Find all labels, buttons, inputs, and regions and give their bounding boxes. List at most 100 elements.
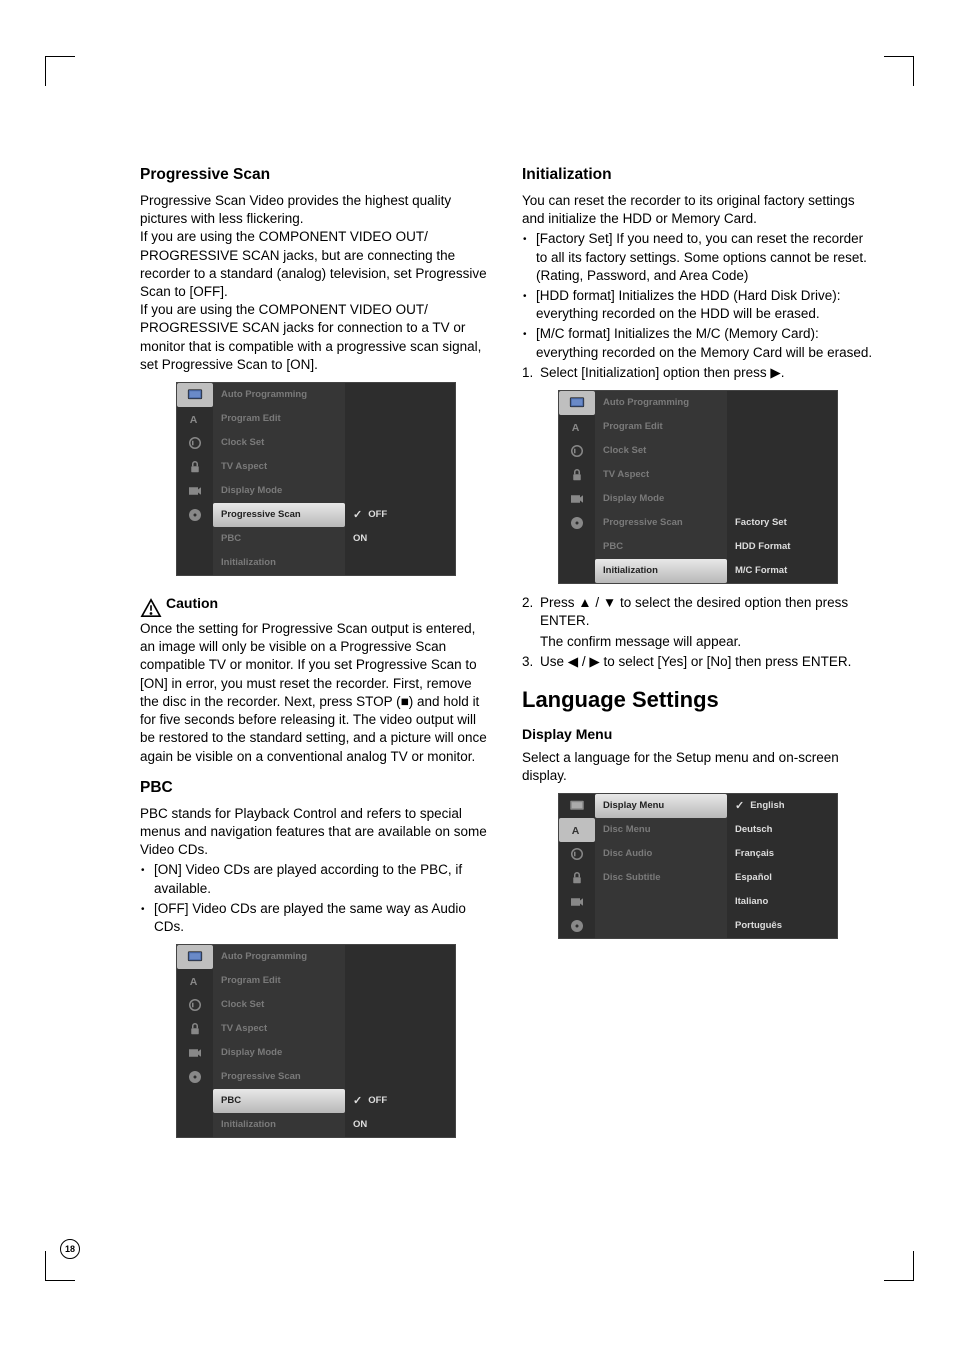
- osd-item: Disc Subtitle: [595, 866, 727, 890]
- osd-item-active: PBC: [213, 1089, 345, 1113]
- osd-item: Program Edit: [213, 969, 345, 993]
- osd-nav-icons: A: [559, 794, 595, 938]
- list-item: 1.Select [Initialization] option then pr…: [522, 364, 874, 382]
- osd-menu-list: Auto Programming Program Edit Clock Set …: [213, 383, 345, 575]
- step-text: Press ▲ / ▼ to select the desired option…: [540, 595, 848, 628]
- svg-text:A: A: [572, 825, 580, 837]
- osd-value: Français: [727, 842, 837, 866]
- audio-icon: [559, 439, 595, 463]
- paragraph: Select a language for the Setup menu and…: [522, 749, 874, 785]
- osd-initialization: A Auto Programming Program Edit Clock Se…: [558, 390, 838, 584]
- osd-item: Display Mode: [213, 479, 345, 503]
- tv-icon: [177, 945, 213, 969]
- paragraph: If you are using the COMPONENT VIDEO OUT…: [140, 228, 492, 301]
- caution-heading: Caution: [140, 590, 492, 618]
- numbered-list: 1.Select [Initialization] option then pr…: [522, 364, 874, 382]
- osd-item: Clock Set: [213, 431, 345, 455]
- language-icon: A: [559, 415, 595, 439]
- lock-icon: [177, 455, 213, 479]
- language-icon: A: [559, 818, 595, 842]
- osd-item: Initialization: [213, 1113, 345, 1137]
- osd-item: Disc Menu: [595, 818, 727, 842]
- warning-icon: [140, 598, 162, 618]
- heading-display-menu: Display Menu: [522, 725, 874, 744]
- osd-value: ✓OFF: [345, 1089, 455, 1113]
- tv-icon: [559, 391, 595, 415]
- osd-value: Italiano: [727, 890, 837, 914]
- paragraph: Once the setting for Progressive Scan ou…: [140, 620, 492, 766]
- osd-value-list: ✓ OFF ON: [345, 383, 455, 575]
- bullet-list: [Factory Set] If you need to, you can re…: [522, 230, 874, 362]
- osd-value: ON: [345, 527, 455, 551]
- osd-value: Português: [727, 914, 837, 938]
- osd-item: Display Mode: [213, 1041, 345, 1065]
- record-icon: [559, 890, 595, 914]
- osd-item: TV Aspect: [213, 1017, 345, 1041]
- numbered-list: 2.Press ▲ / ▼ to select the desired opti…: [522, 594, 874, 630]
- record-icon: [559, 487, 595, 511]
- tv-icon: [177, 383, 213, 407]
- right-column: Initialization You can reset the recorde…: [522, 165, 874, 1138]
- paragraph: The confirm message will appear.: [522, 633, 874, 651]
- osd-menu-list: Auto Programming Program Edit Clock Set …: [595, 391, 727, 583]
- numbered-list: 3.Use ◀ / ▶ to select [Yes] or [No] then…: [522, 653, 874, 671]
- step-text: Select [Initialization] option then pres…: [540, 365, 785, 380]
- osd-value: HDD Format: [727, 535, 837, 559]
- crop-mark: [884, 1251, 914, 1281]
- record-icon: [177, 1041, 213, 1065]
- check-icon: ✓: [353, 510, 362, 521]
- audio-icon: [177, 431, 213, 455]
- lock-icon: [559, 463, 595, 487]
- disc-icon: [559, 914, 595, 938]
- tv-icon: [559, 794, 595, 818]
- caution-label: Caution: [166, 594, 218, 613]
- list-item: [Factory Set] If you need to, you can re…: [522, 230, 874, 285]
- svg-text:A: A: [572, 422, 580, 434]
- list-item: [HDD format] Initializes the HDD (Hard D…: [522, 287, 874, 323]
- osd-value: Factory Set: [727, 511, 837, 535]
- osd-item: Clock Set: [213, 993, 345, 1017]
- osd-value-list: ✓OFF ON: [345, 945, 455, 1137]
- heading-language-settings: Language Settings: [522, 685, 874, 715]
- check-icon: ✓: [735, 801, 744, 812]
- record-icon: [177, 479, 213, 503]
- osd-item: Clock Set: [595, 439, 727, 463]
- audio-icon: [559, 842, 595, 866]
- osd-value: M/C Format: [727, 559, 837, 583]
- lock-icon: [559, 866, 595, 890]
- svg-text:A: A: [190, 976, 198, 988]
- osd-value-list: ✓ English Deutsch Français Español Italia…: [727, 794, 837, 938]
- left-column: Progressive Scan Progressive Scan Video …: [140, 165, 492, 1138]
- osd-value-text: OFF: [368, 1096, 387, 1106]
- lock-icon: [177, 1017, 213, 1041]
- osd-progressive-scan: A Auto Programming Program Edit Clock Se…: [176, 382, 456, 576]
- crop-mark: [45, 56, 75, 86]
- disc-icon: [177, 1065, 213, 1089]
- list-item: 2.Press ▲ / ▼ to select the desired opti…: [522, 594, 874, 630]
- disc-icon: [559, 511, 595, 535]
- osd-item: Display Mode: [595, 487, 727, 511]
- osd-item-active: Progressive Scan: [213, 503, 345, 527]
- audio-icon: [177, 993, 213, 1017]
- osd-value-text: OFF: [368, 510, 387, 520]
- crop-mark: [884, 56, 914, 86]
- osd-value: ✓ OFF: [345, 503, 455, 527]
- list-item: [ON] Video CDs are played according to t…: [140, 861, 492, 897]
- paragraph: Progressive Scan Video provides the high…: [140, 192, 492, 228]
- osd-value: Español: [727, 866, 837, 890]
- list-item: 3.Use ◀ / ▶ to select [Yes] or [No] then…: [522, 653, 874, 671]
- disc-icon: [177, 503, 213, 527]
- osd-display-menu: A Display Menu Disc Menu Disc Audio Disc…: [558, 793, 838, 939]
- osd-item: Progressive Scan: [595, 511, 727, 535]
- paragraph: PBC stands for Playback Control and refe…: [140, 805, 492, 860]
- osd-item: Auto Programming: [213, 383, 345, 407]
- osd-item: Initialization: [213, 551, 345, 575]
- language-icon: A: [177, 407, 213, 431]
- osd-value-text: English: [750, 801, 784, 811]
- osd-item: Disc Audio: [595, 842, 727, 866]
- osd-value: Deutsch: [727, 818, 837, 842]
- step-text: Use ◀ / ▶ to select [Yes] or [No] then p…: [540, 654, 851, 669]
- osd-nav-icons: A: [177, 383, 213, 575]
- osd-item-active: Display Menu: [595, 794, 727, 818]
- osd-nav-icons: A: [177, 945, 213, 1137]
